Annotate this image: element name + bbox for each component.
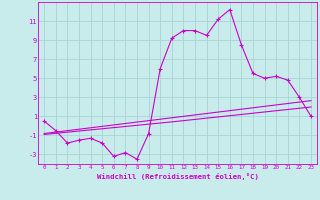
X-axis label: Windchill (Refroidissement éolien,°C): Windchill (Refroidissement éolien,°C) (97, 173, 259, 180)
